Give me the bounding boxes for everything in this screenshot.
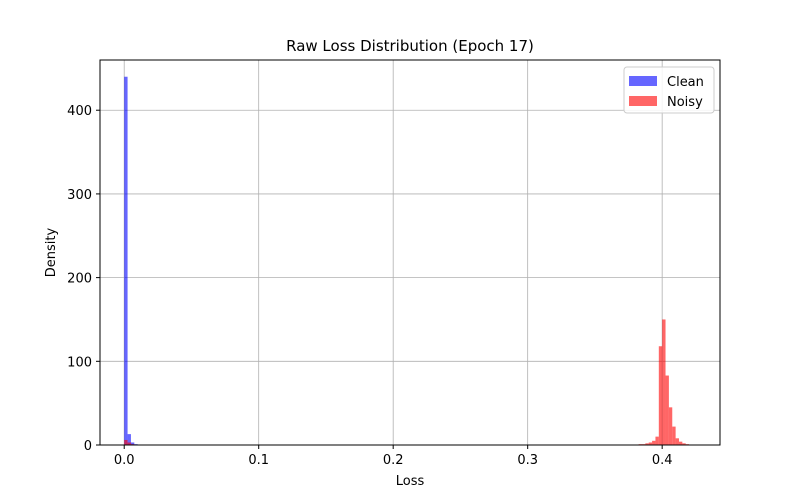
x-axis-label: Loss bbox=[396, 474, 425, 489]
legend-swatch-noisy bbox=[629, 96, 657, 106]
x-tick-label: 0.1 bbox=[248, 453, 269, 468]
histogram-bar-noisy bbox=[655, 436, 659, 445]
histogram-bar-clean bbox=[127, 434, 131, 445]
histogram-bar-clean bbox=[124, 76, 128, 445]
x-tick-label: 0.3 bbox=[517, 453, 538, 468]
histogram-bar-noisy bbox=[675, 438, 679, 445]
histogram-bar-noisy bbox=[678, 441, 683, 445]
y-axis-label: Density bbox=[44, 227, 59, 277]
chart-title: Raw Loss Distribution (Epoch 17) bbox=[286, 37, 534, 55]
histogram-bar-noisy bbox=[672, 426, 676, 445]
y-tick-label: 0 bbox=[84, 439, 92, 454]
x-tick-label: 0.0 bbox=[114, 453, 135, 468]
histogram-bar-noisy bbox=[652, 440, 656, 445]
histogram-bar-noisy bbox=[665, 375, 669, 445]
legend-swatch-clean bbox=[629, 76, 657, 86]
y-tick-label: 300 bbox=[67, 188, 92, 203]
histogram-bar-noisy bbox=[648, 442, 653, 445]
plot-frame bbox=[99, 59, 721, 446]
histogram-bar-clean bbox=[130, 442, 135, 445]
histogram-bars bbox=[124, 76, 690, 445]
histogram-bar-noisy bbox=[658, 346, 663, 445]
y-tick-label: 200 bbox=[67, 272, 92, 287]
histogram-bar-noisy bbox=[682, 443, 686, 445]
histogram-bar-noisy bbox=[127, 442, 131, 445]
legend-label-noisy: Noisy bbox=[667, 95, 703, 110]
legend: Clean Noisy bbox=[623, 66, 715, 114]
x-tick-label: 0.2 bbox=[383, 453, 404, 468]
histogram-bar-noisy bbox=[662, 319, 666, 445]
histogram-bar-noisy bbox=[124, 439, 128, 445]
histogram-bar-noisy bbox=[645, 443, 649, 445]
histogram-bar-noisy bbox=[668, 407, 673, 445]
y-tick-label: 100 bbox=[67, 355, 92, 370]
x-tick-label: 0.4 bbox=[652, 453, 673, 468]
axis-ticks: 0.0 0.1 0.2 0.3 0.4 0 100 200 300 400 bbox=[67, 104, 672, 468]
y-tick-label: 400 bbox=[67, 104, 92, 119]
legend-label-clean: Clean bbox=[667, 75, 704, 90]
